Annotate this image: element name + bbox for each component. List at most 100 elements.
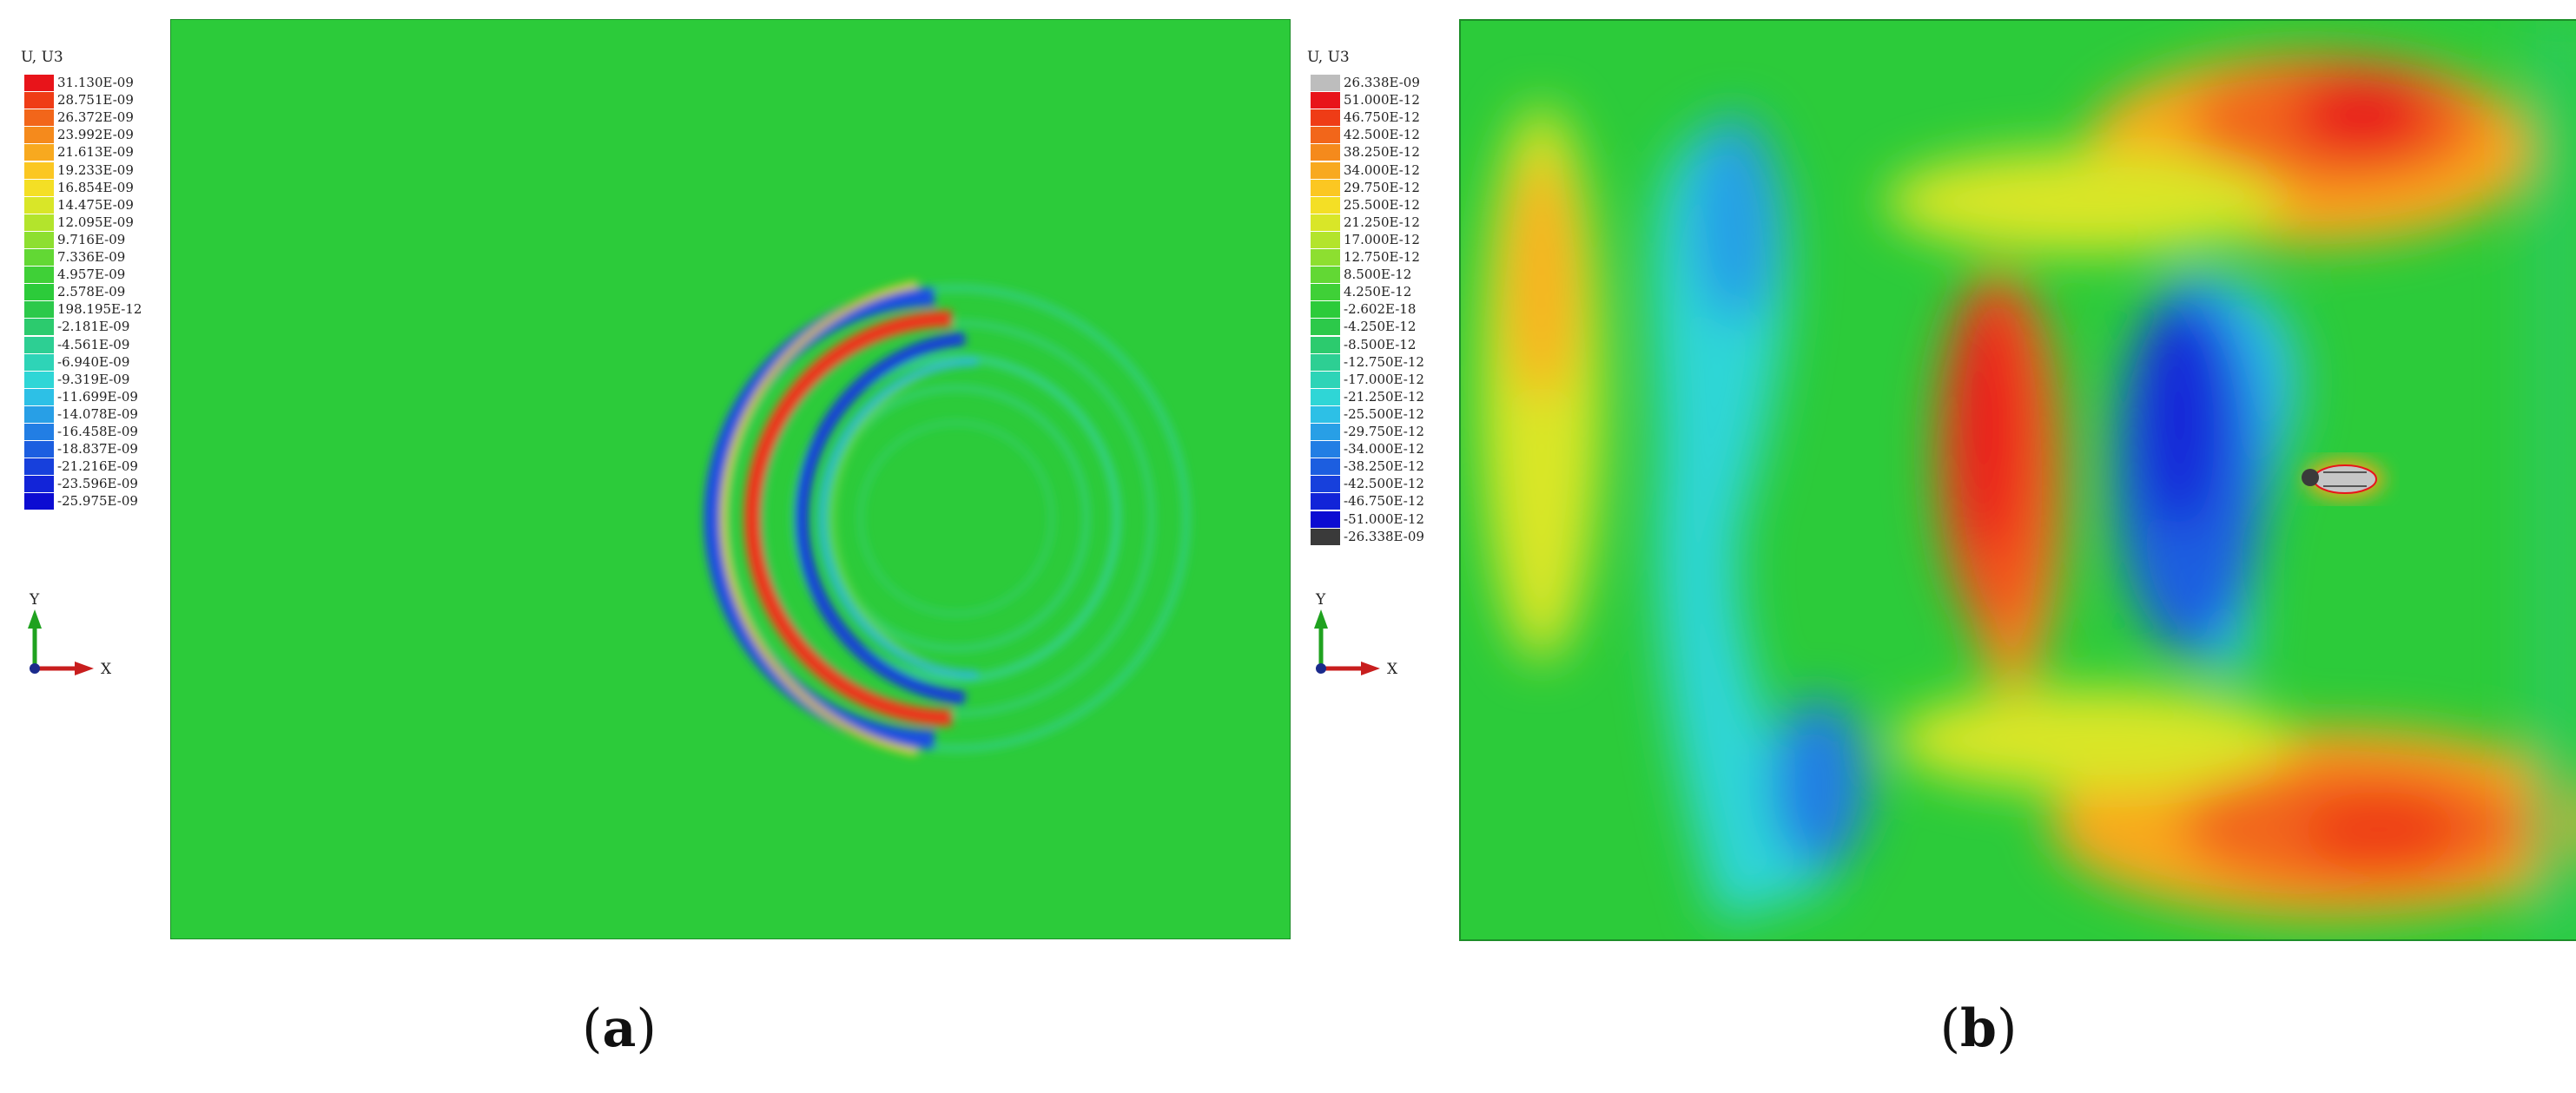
legend-swatch: [1311, 284, 1340, 301]
legend-a-title: U, U3: [21, 49, 63, 66]
legend-label: -17.000E-12: [1344, 371, 1424, 387]
legend-swatch: [24, 284, 54, 301]
legend-swatch: [24, 424, 54, 440]
legend-label: 21.613E-09: [57, 144, 134, 161]
legend-label: 14.475E-09: [57, 196, 134, 213]
legend-label: 34.000E-12: [1344, 161, 1420, 178]
legend-swatch: [24, 127, 54, 144]
legend-label: -4.250E-12: [1344, 319, 1417, 335]
legend-swatch: [1311, 144, 1340, 161]
caption-a: (a): [582, 998, 657, 1059]
legend-swatch: [24, 249, 54, 266]
legend-swatch: [1311, 353, 1340, 371]
legend-label: 25.500E-12: [1344, 196, 1420, 213]
legend-swatch: [24, 92, 54, 109]
legend-label: 28.751E-09: [57, 92, 134, 109]
axis-x-label-a: X: [101, 661, 112, 678]
legend-swatch: [24, 388, 54, 405]
legend-swatch: [24, 441, 54, 458]
legend-swatch: [1311, 214, 1340, 231]
legend-label: -51.000E-12: [1344, 510, 1424, 527]
legend-label: -8.500E-12: [1344, 336, 1417, 352]
legend-label: 51.000E-12: [1344, 92, 1420, 109]
legend-label: -25.975E-09: [57, 493, 138, 510]
legend-swatch: [1311, 109, 1340, 127]
axis-y-label-b: Y: [1315, 591, 1326, 609]
legend-swatch: [1311, 301, 1340, 319]
legend-label: 12.750E-12: [1344, 249, 1420, 265]
legend-swatch: [24, 301, 54, 319]
legend-swatch: [1311, 458, 1340, 476]
legend-label: 12.095E-09: [57, 214, 134, 230]
axis-triad-b: Y X: [1314, 591, 1398, 678]
legend-swatch: [24, 353, 54, 371]
axis-x-label-b: X: [1387, 661, 1398, 678]
legend-label: -12.750E-12: [1344, 353, 1424, 370]
legend-swatch: [1311, 231, 1340, 248]
legend-swatch: [24, 458, 54, 476]
legend-label: 9.716E-09: [57, 231, 126, 247]
legend-label: -26.338E-09: [1344, 528, 1424, 544]
axis-y-label-a: Y: [29, 591, 40, 609]
legend-label: 7.336E-09: [57, 249, 126, 265]
legend-swatch: [24, 214, 54, 231]
legend-swatch: [1311, 161, 1340, 179]
legend-swatch: [1311, 405, 1340, 423]
legend-b-title: U, U3: [1307, 49, 1350, 66]
legend-label: 198.195E-12: [57, 301, 142, 318]
legend-label: 23.992E-09: [57, 127, 134, 143]
legend-swatch: [1311, 196, 1340, 214]
legend-label: 31.130E-09: [57, 75, 134, 90]
legend-label: -4.561E-09: [57, 336, 130, 352]
legend-label: -25.500E-12: [1344, 405, 1424, 422]
legend-swatch: [24, 109, 54, 127]
legend-swatch: [24, 267, 54, 284]
legend-swatch: [24, 405, 54, 423]
legend-swatch: [1311, 371, 1340, 388]
legend-swatch: [1311, 267, 1340, 284]
legend-label: 38.250E-12: [1344, 144, 1420, 161]
legend-label: 8.500E-12: [1344, 267, 1412, 283]
legend-swatch: [24, 371, 54, 388]
legend-swatch: [1311, 319, 1340, 336]
panel-b: U, U3 26.338E-09 51.000E-12 46.750E-12 42.5…: [1288, 0, 2576, 1093]
legend-swatch: [1311, 510, 1340, 528]
legend-label: -21.250E-12: [1344, 388, 1424, 405]
legend-label: -9.319E-09: [57, 371, 130, 387]
legend-swatch: [24, 144, 54, 161]
legend-swatch: [24, 179, 54, 196]
legend-label: -11.699E-09: [57, 388, 138, 405]
legend-swatch: [24, 476, 54, 493]
legend-label: 17.000E-12: [1344, 231, 1420, 247]
legend-label: 19.233E-09: [57, 161, 134, 178]
legend-label: 4.250E-12: [1344, 284, 1412, 300]
legend-label: 16.854E-09: [57, 179, 134, 195]
legend-swatch: [1311, 528, 1340, 545]
legend-label: -38.250E-12: [1344, 458, 1424, 475]
legend-label: 4.957E-09: [57, 267, 126, 283]
legend-label: -46.750E-12: [1344, 493, 1424, 510]
legend-label: -29.750E-12: [1344, 424, 1424, 439]
legend-swatch: [24, 493, 54, 510]
legend-swatch: [1311, 336, 1340, 353]
panel-a: U, U3 31.130E-09 28.751E-09 26.372E-09 23.9…: [21, 19, 1291, 1059]
caption-b-letter: b: [1960, 998, 1997, 1059]
legend-label: 42.500E-12: [1344, 127, 1420, 143]
legend-swatch: [1311, 179, 1340, 196]
legend-swatch: [24, 161, 54, 179]
legend-swatch: [1311, 476, 1340, 493]
legend-swatch: [24, 231, 54, 248]
contour-field-b: [1459, 19, 2576, 941]
legend-swatch: [24, 319, 54, 336]
axis-triad-a: Y X: [28, 591, 112, 678]
legend-label: -2.181E-09: [57, 319, 130, 335]
legend-swatch: [1311, 249, 1340, 266]
legend-swatch: [1311, 388, 1340, 405]
legend-swatch: [1311, 441, 1340, 458]
legend-label: 29.750E-12: [1344, 179, 1420, 195]
legend-swatch: [24, 196, 54, 214]
legend-label: -18.837E-09: [57, 441, 138, 458]
legend-label: 2.578E-09: [57, 284, 126, 300]
caption-b: (b): [1939, 998, 2018, 1059]
legend-label: 21.250E-12: [1344, 214, 1420, 230]
